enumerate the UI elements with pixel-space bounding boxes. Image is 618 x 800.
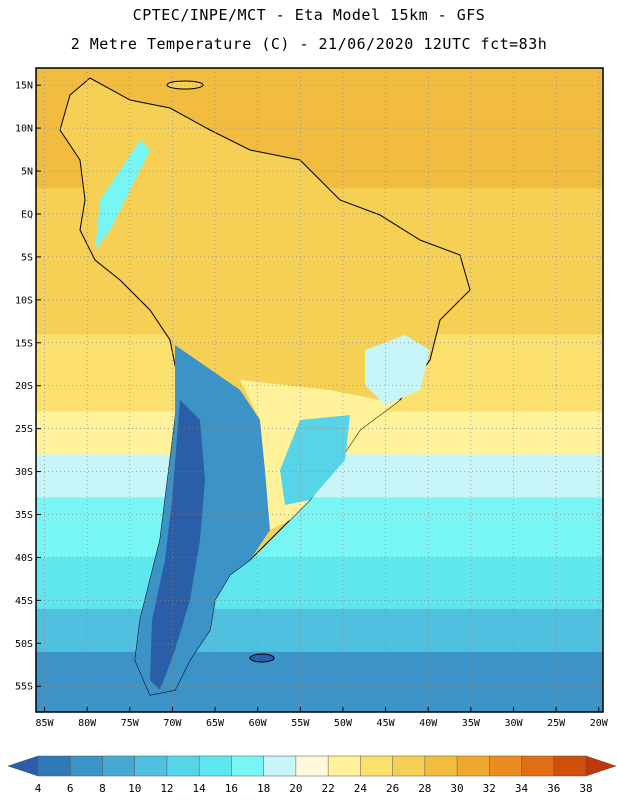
- colorbar-cell: [231, 755, 265, 777]
- colorbar-cell: [134, 755, 168, 777]
- brazil-highlands-cool: [365, 335, 430, 405]
- colorbar-label: 32: [483, 782, 496, 795]
- colorbar-label: 26: [386, 782, 399, 795]
- southern-brazil-cool: [280, 415, 350, 505]
- colorbar-cell: [102, 755, 136, 777]
- colorbar-label: 22: [321, 782, 334, 795]
- colorbar-label: 18: [257, 782, 270, 795]
- falkland-islands: [249, 653, 275, 663]
- colorbar-label: 16: [225, 782, 238, 795]
- lon-tick-label: 70W: [163, 718, 182, 729]
- lon-tick-label: 85W: [35, 718, 54, 729]
- lat-tick-label: 15S: [15, 338, 33, 349]
- lat-tick-label: 40S: [15, 553, 33, 564]
- colorbar-label: 8: [99, 782, 106, 795]
- lat-tick-label: 50S: [15, 639, 33, 650]
- colorbar-cell: [456, 755, 491, 777]
- colorbar-cell: [166, 755, 200, 777]
- axis-tick-labels: 15N 10N 5N EQ 5S 10S 15S 20S 25S 30S 35S 40S 45S 50S 5…: [15, 81, 609, 729]
- ocean-band-8: [36, 651, 603, 712]
- colorbar-label: 24: [354, 782, 368, 795]
- temperature-colorbar: 4 6 8 10 12 14 16 18 20 22 24 26 28 30 32 34 36 38: [7, 755, 617, 795]
- colorbar-cell: [327, 755, 362, 777]
- ocean-band-7: [36, 608, 603, 653]
- lat-tick-label: 5S: [21, 252, 33, 263]
- colorbar-cell: [585, 755, 617, 777]
- caribbean-island: [166, 80, 204, 90]
- northern-andes-ridge: [95, 140, 150, 250]
- lat-tick-label: 5N: [21, 167, 33, 178]
- colorbar-cell: [553, 755, 587, 777]
- colorbar-cell: [198, 755, 233, 777]
- lat-tick-label: 30S: [15, 467, 33, 478]
- lon-tick-label: 60W: [249, 718, 268, 729]
- lon-tick-label: 25W: [547, 718, 566, 729]
- colorbar-cell: [7, 755, 39, 777]
- colorbar-label: 20: [289, 782, 302, 795]
- lon-tick-label: 35W: [462, 718, 481, 729]
- colorbar-label: 34: [515, 782, 529, 795]
- colorbar-cell: [424, 755, 458, 777]
- lat-tick-label: 55S: [15, 682, 33, 693]
- lat-tick-label: 25S: [15, 424, 33, 435]
- lat-tick-label: 15N: [15, 81, 33, 92]
- colorbar-cell: [295, 755, 329, 777]
- lon-tick-label: 40W: [419, 718, 438, 729]
- lat-tick-label: 35S: [15, 510, 33, 521]
- chart-subtitle: 2 Metre Temperature (C) - 21/06/2020 12U…: [70, 35, 548, 53]
- lon-tick-label: 65W: [206, 718, 225, 729]
- colorbar-cell: [392, 755, 426, 777]
- patagonia-cool-strip: [150, 400, 205, 690]
- lat-lon-grid: [36, 68, 603, 712]
- lon-tick-label: 30W: [504, 718, 523, 729]
- colorbar-cell: [360, 755, 394, 777]
- colorbar-cell: [489, 755, 523, 777]
- colorbar-label: 36: [547, 782, 560, 795]
- ocean-band-6: [36, 557, 603, 610]
- ocean-band-5: [36, 497, 603, 558]
- colorbar-label: 38: [579, 782, 592, 795]
- continent-temperature-field: [59, 77, 471, 696]
- map-frame: [35, 67, 604, 713]
- colorbar-label: 28: [418, 782, 431, 795]
- lat-tick-label: EQ: [21, 209, 33, 220]
- colorbar-cell: [69, 755, 104, 777]
- colorbar-label: 6: [67, 782, 74, 795]
- colorbar-label: 4: [35, 782, 42, 795]
- colorbar-label: 12: [160, 782, 173, 795]
- colorbar-label: 14: [193, 782, 207, 795]
- colorbar-label: 30: [450, 782, 463, 795]
- colorbar-cell: [263, 755, 297, 777]
- colorbar-cell: [521, 755, 555, 777]
- lat-tick-label: 20S: [15, 381, 33, 392]
- colorbar-cell: [37, 755, 71, 777]
- lon-tick-label: 80W: [78, 718, 97, 729]
- lon-tick-label: 45W: [377, 718, 396, 729]
- chart-title: CPTEC/INPE/MCT - Eta Model 15km - GFS: [132, 6, 486, 24]
- lat-tick-label: 45S: [15, 596, 33, 607]
- lon-tick-label: 55W: [291, 718, 310, 729]
- lon-tick-label: 50W: [334, 718, 353, 729]
- lon-tick-label: 20W: [590, 718, 609, 729]
- lat-tick-label: 10S: [15, 295, 33, 306]
- colorbar-label: 10: [128, 782, 141, 795]
- lon-tick-label: 75W: [121, 718, 140, 729]
- lat-tick-label: 10N: [15, 124, 33, 135]
